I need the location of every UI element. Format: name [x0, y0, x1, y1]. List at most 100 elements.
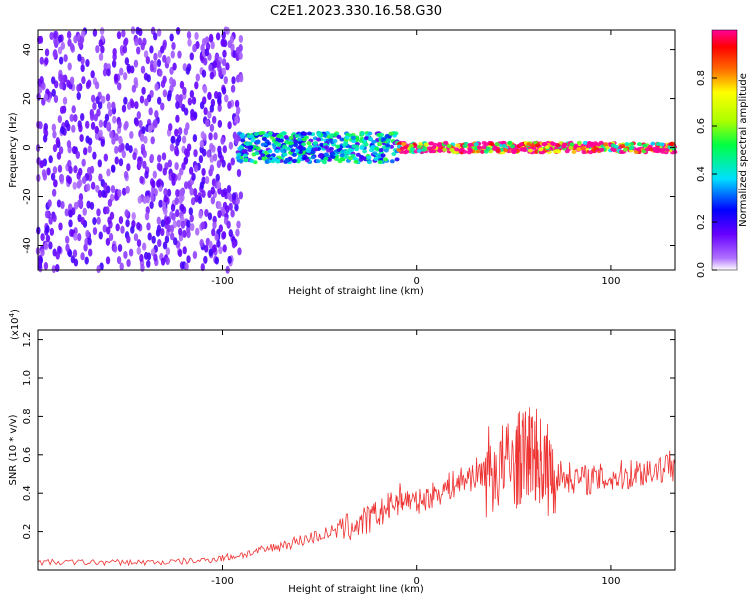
- heatmap-cell: [94, 125, 99, 134]
- heatmap-cell: [130, 225, 135, 234]
- heatmap-cell: [186, 230, 191, 239]
- heatmap-cell: [507, 140, 513, 145]
- heatmap-cell: [106, 68, 111, 77]
- heatmap-cell: [79, 134, 84, 143]
- y-tick-label: 0: [22, 144, 33, 150]
- heatmap-cell: [145, 206, 150, 215]
- heatmap-cell: [123, 170, 129, 179]
- heatmap-cell: [225, 62, 230, 71]
- heatmap-cell: [112, 244, 118, 253]
- heatmap-cell: [199, 101, 205, 110]
- heatmap-cell: [137, 37, 142, 46]
- heatmap-cell: [204, 176, 210, 185]
- heatmap-cell: [569, 142, 575, 147]
- heatmap-cell: [227, 163, 232, 172]
- colorbar-ticks: 0.0 0.2 0.4 0.6 0.8: [696, 70, 717, 278]
- heatmap-cell: [258, 131, 264, 136]
- heatmap-cell: [556, 149, 562, 154]
- heatmap-cell: [105, 237, 111, 246]
- heatmap-cell: [118, 137, 123, 146]
- heatmap-cell: [316, 132, 322, 137]
- heatmap-cell: [243, 158, 249, 163]
- heatmap-cell: [126, 258, 131, 267]
- heatmap-cell: [106, 226, 111, 235]
- heatmap-cell: [195, 73, 200, 82]
- heatmap-cell: [549, 141, 555, 146]
- heatmap-cell: [587, 150, 593, 155]
- heatmap-cell: [208, 240, 213, 249]
- heatmap-cell: [57, 245, 62, 254]
- heatmap-cell: [113, 73, 119, 82]
- heatmap-cell: [518, 142, 524, 147]
- heatmap-cell: [170, 50, 175, 59]
- heatmap-cell: [249, 134, 255, 139]
- heatmap-cell: [227, 191, 232, 200]
- heatmap-cell: [288, 135, 294, 140]
- heatmap-cell: [49, 227, 55, 236]
- heatmap-cell: [361, 156, 367, 161]
- heatmap-cell: [351, 144, 357, 149]
- heatmap-cell: [212, 244, 217, 253]
- heatmap-cell: [619, 149, 625, 154]
- heatmap-cell: [55, 264, 60, 273]
- heatmap-cell: [136, 46, 141, 55]
- heatmap-cell: [260, 153, 266, 158]
- heatmap-cell: [636, 147, 642, 152]
- heatmap-cell: [136, 111, 142, 120]
- heatmap-cell: [274, 149, 280, 154]
- heatmap-cell: [165, 247, 171, 256]
- heatmap-cell: [479, 149, 485, 154]
- heatmap-cell: [581, 150, 587, 155]
- heatmap-cell: [218, 246, 223, 255]
- heatmap-cell: [40, 248, 45, 257]
- heatmap-cell: [169, 33, 174, 42]
- heatmap-cell: [611, 148, 617, 153]
- heatmap-cell: [96, 216, 101, 225]
- heatmap-cell: [55, 251, 60, 260]
- heatmap-cell: [117, 189, 122, 198]
- heatmap-cell: [306, 131, 312, 136]
- heatmap-cell: [186, 255, 191, 264]
- heatmap-cell: [279, 148, 285, 153]
- heatmap-cell: [668, 142, 674, 147]
- heatmap-cell: [236, 152, 242, 157]
- heatmap-cell: [63, 54, 68, 63]
- heatmap-cell: [119, 262, 124, 271]
- heatmap-cell: [92, 217, 97, 226]
- heatmap-cell: [191, 96, 197, 105]
- heatmap-cell: [106, 168, 111, 177]
- heatmap-cell: [181, 135, 187, 144]
- heatmap-cell: [138, 119, 143, 128]
- heatmap-cell: [294, 148, 300, 153]
- heatmap-cell: [221, 159, 226, 168]
- heatmap-cell: [44, 57, 49, 66]
- heatmap-cell: [182, 246, 187, 255]
- heatmap-cell: [230, 157, 235, 166]
- heatmap-cell: [100, 45, 105, 54]
- heatmap-cell: [95, 184, 100, 193]
- heatmap-cell: [642, 143, 648, 148]
- heatmap-cell: [152, 170, 158, 179]
- heatmap-cell: [194, 81, 199, 90]
- heatmap-cell: [240, 138, 246, 143]
- heatmap-cell: [52, 130, 57, 139]
- heatmap-cell: [78, 199, 84, 208]
- heatmap-cell: [481, 145, 487, 150]
- colorbar-tick-label: 0.8: [696, 70, 707, 86]
- heatmap-cell: [73, 201, 79, 210]
- heatmap-cell: [45, 234, 51, 243]
- x-tick-label: 100: [601, 576, 620, 587]
- heatmap-cell: [114, 193, 119, 202]
- heatmap-cell: [80, 64, 85, 73]
- heatmap-cell: [369, 148, 375, 153]
- heatmap-cell: [198, 155, 204, 164]
- heatmap-cell: [494, 142, 500, 147]
- heatmap-cell: [316, 137, 322, 142]
- heatmap-cell: [191, 172, 196, 181]
- heatmap-cell: [561, 142, 567, 147]
- heatmap-cell: [178, 196, 183, 205]
- heatmap-cell: [383, 148, 389, 153]
- heatmap-cell: [133, 77, 138, 86]
- heatmap-cell: [117, 120, 122, 129]
